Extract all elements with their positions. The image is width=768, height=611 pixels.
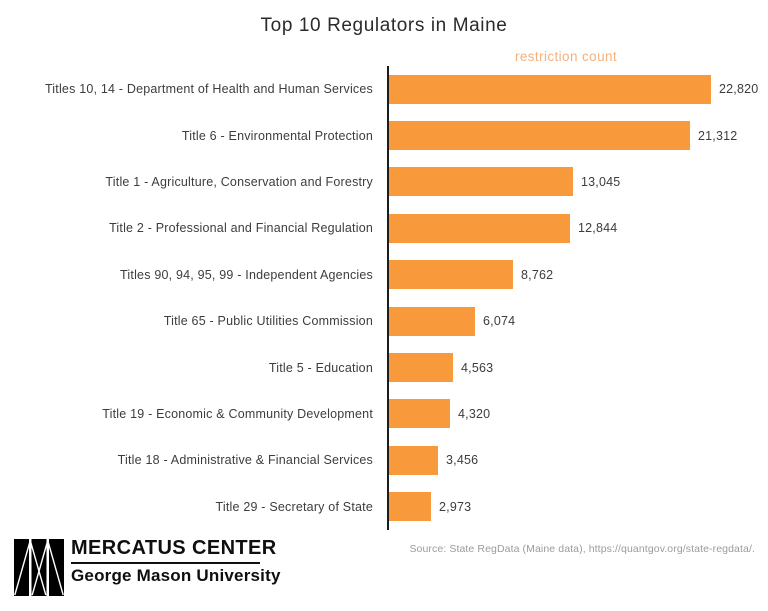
bar-value-label: 4,563 <box>461 360 494 375</box>
bar-value-label: 22,820 <box>719 82 759 97</box>
bar-zone: 2,973 <box>387 492 768 522</box>
bar <box>389 492 431 522</box>
bar-zone: 22,820 <box>387 74 768 104</box>
bar-row: Titles 10, 14 - Department of Health and… <box>0 66 768 112</box>
bar-zone: 8,762 <box>387 260 768 290</box>
bar-zone: 13,045 <box>387 167 768 197</box>
bar <box>389 74 711 104</box>
bar <box>389 121 690 151</box>
category-label: Titles 10, 14 - Department of Health and… <box>44 82 373 97</box>
logo-title: MERCATUS CENTER <box>71 537 277 559</box>
bar-zone: 4,320 <box>387 399 768 429</box>
bar-zone: 3,456 <box>387 445 768 475</box>
category-label: Title 6 - Environmental Protection <box>181 128 373 143</box>
mercatus-logo-icon <box>14 539 64 596</box>
chart-title: Top 10 Regulators in Maine <box>260 15 508 36</box>
bar <box>389 353 453 383</box>
bar-row: Title 18 - Administrative & Financial Se… <box>0 437 768 483</box>
category-label: Titles 90, 94, 95, 99 - Independent Agen… <box>120 267 373 282</box>
mercatus-logo-text: MERCATUS CENTER George Mason University <box>71 538 281 586</box>
bar-zone: 21,312 <box>387 121 768 151</box>
bar-zone: 6,074 <box>387 306 768 336</box>
bar-value-label: 8,762 <box>521 267 554 282</box>
category-label: Title 18 - Administrative & Financial Se… <box>117 453 373 468</box>
bar-row: Titles 90, 94, 95, 99 - Independent Agen… <box>0 252 768 298</box>
category-label: Title 29 - Secretary of State <box>215 499 373 514</box>
bar <box>389 306 475 336</box>
bar-zone: 12,844 <box>387 213 768 243</box>
source-note: Source: State RegData (Maine data), http… <box>409 543 755 555</box>
bar-value-label: 3,456 <box>446 453 479 468</box>
category-label: Title 5 - Education <box>268 360 373 375</box>
bar-chart: Titles 10, 14 - Department of Health and… <box>0 66 768 530</box>
bar-row: Title 1 - Agriculture, Conservation and … <box>0 159 768 205</box>
bar-value-label: 21,312 <box>698 128 738 143</box>
bar-zone: 4,563 <box>387 353 768 383</box>
bar <box>389 213 570 243</box>
bar-value-label: 2,973 <box>439 499 472 514</box>
bar-row: Title 5 - Education 4,563 <box>0 344 768 390</box>
bar-value-label: 13,045 <box>581 174 621 189</box>
bar-row: Title 29 - Secretary of State 2,973 <box>0 484 768 530</box>
bar <box>389 260 513 290</box>
category-label: Title 19 - Economic & Community Developm… <box>102 406 373 421</box>
logo-divider <box>71 562 260 564</box>
bar-value-label: 6,074 <box>483 314 516 329</box>
footer: MERCATUS CENTER George Mason University … <box>0 536 768 611</box>
category-label: Title 1 - Agriculture, Conservation and … <box>105 174 373 189</box>
bar-row: Title 65 - Public Utilities Commission 6,… <box>0 298 768 344</box>
bar-row: Title 6 - Environmental Protection 21,312 <box>0 112 768 158</box>
bar <box>389 445 438 475</box>
bar-value-label: 4,320 <box>458 406 491 421</box>
bar <box>389 399 450 429</box>
category-axis-line <box>387 66 389 530</box>
category-label: Title 65 - Public Utilities Commission <box>163 314 373 329</box>
category-label: Title 2 - Professional and Financial Reg… <box>109 221 373 236</box>
bar-value-label: 12,844 <box>578 221 618 236</box>
logo-subtitle: George Mason University <box>71 566 281 585</box>
bar-row: Title 19 - Economic & Community Developm… <box>0 391 768 437</box>
bar-row: Title 2 - Professional and Financial Reg… <box>0 205 768 251</box>
bar <box>389 167 573 197</box>
value-axis-label: restriction count <box>514 49 618 64</box>
